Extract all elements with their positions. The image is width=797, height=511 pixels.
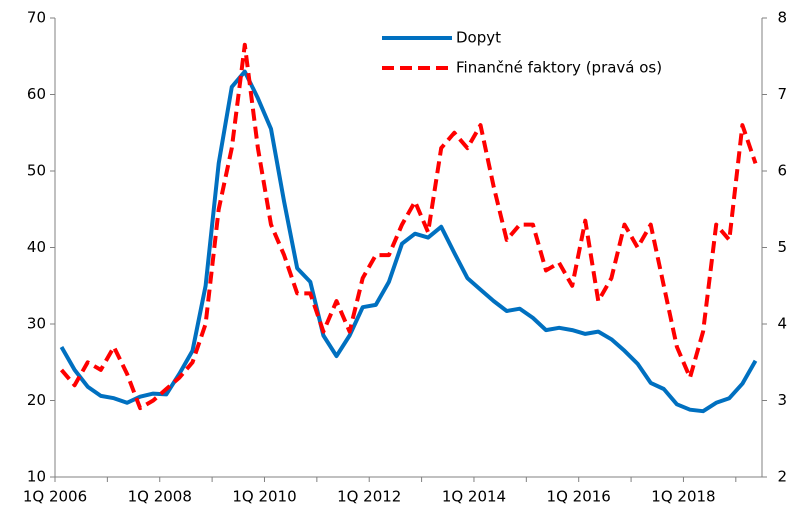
x-tick-label: 1Q 2014 bbox=[442, 488, 506, 506]
y2-tick-label: 5 bbox=[777, 238, 787, 256]
y2-tick-label: 8 bbox=[777, 9, 787, 27]
legend-label: Dopyt bbox=[456, 29, 501, 47]
series-line bbox=[59, 42, 758, 411]
y-tick-label: 40 bbox=[27, 238, 46, 256]
x-tick-label: 1Q 2012 bbox=[337, 488, 401, 506]
y2-tick-label: 6 bbox=[777, 162, 787, 180]
x-tick-label: 1Q 2008 bbox=[128, 488, 192, 506]
y-tick-label: 20 bbox=[27, 391, 46, 409]
y2-tick-label: 4 bbox=[777, 315, 787, 333]
y-tick-label: 50 bbox=[27, 162, 46, 180]
y-tick-label: 10 bbox=[27, 468, 46, 486]
x-tick-label: 1Q 2018 bbox=[651, 488, 715, 506]
y2-tick-label: 7 bbox=[777, 85, 787, 103]
x-tick-label: 1Q 2006 bbox=[23, 488, 87, 506]
y2-tick-label: 3 bbox=[777, 391, 787, 409]
legend-label: Finančné faktory (pravá os) bbox=[456, 59, 662, 77]
y2-tick-label: 2 bbox=[777, 468, 787, 486]
y-tick-label: 70 bbox=[27, 9, 46, 27]
series-line bbox=[59, 69, 758, 414]
x-tick-label: 1Q 2016 bbox=[547, 488, 611, 506]
y-tick-label: 30 bbox=[27, 315, 46, 333]
y-tick-label: 60 bbox=[27, 85, 46, 103]
x-tick-label: 1Q 2010 bbox=[232, 488, 296, 506]
